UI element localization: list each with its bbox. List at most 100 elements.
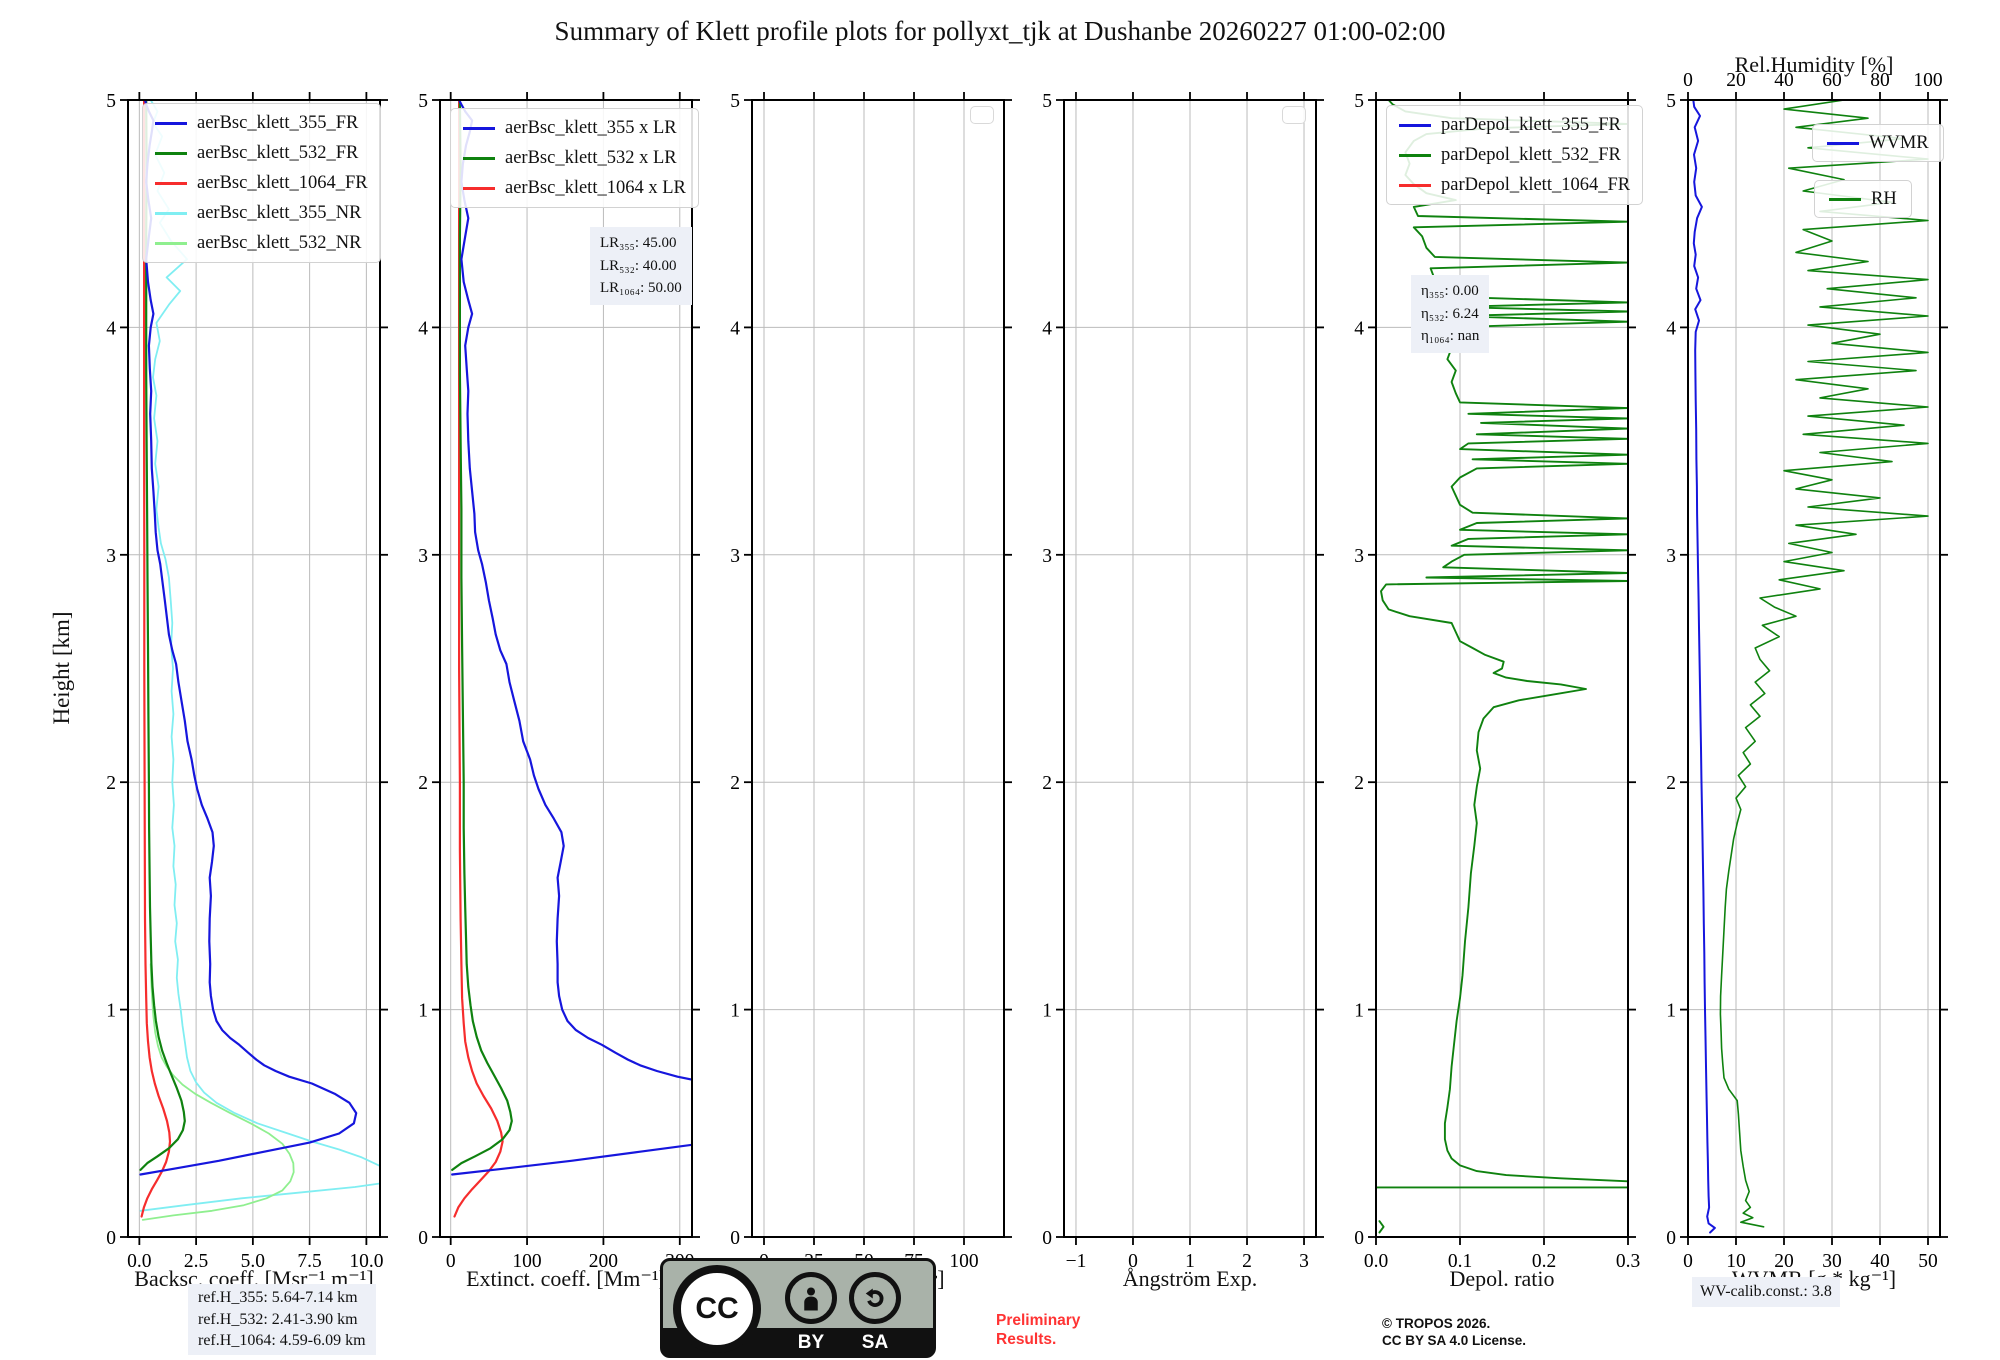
- svg-text:3: 3: [730, 546, 740, 567]
- legend-entry-label: aerBsc_klett_355_FR: [197, 112, 359, 133]
- svg-text:0: 0: [1128, 1251, 1138, 1272]
- legend-extinction: aerBsc_klett_355 x LR aerBsc_klett_532 x …: [450, 108, 699, 208]
- svg-text:200: 200: [589, 1251, 618, 1272]
- svg-text:60: 60: [1822, 70, 1842, 91]
- legend-entry-label: aerBsc_klett_532_NR: [197, 232, 362, 253]
- legend-entry-label: parDepol_klett_355_FR: [1441, 114, 1621, 135]
- info-box-line: ref.H_1064: 4.59-6.09 km: [198, 1332, 366, 1350]
- legend-entry: aerBsc_klett_355_FR: [155, 111, 368, 135]
- svg-text:5.0: 5.0: [241, 1251, 265, 1272]
- eta-values-box: η₃₅₅: 0.00 η₅₃₂: 6.24 η₁₀₆₄: nan: [1411, 275, 1490, 353]
- series-aerBsc_klett_1064_FR: [140, 100, 172, 1218]
- legend-line-swatch: [1829, 197, 1861, 201]
- figure-title: Summary of Klett profile plots for polly…: [554, 16, 1446, 46]
- attribution-person-icon: [785, 1272, 837, 1324]
- svg-text:5: 5: [730, 91, 740, 112]
- legend-line-swatch: [1827, 141, 1859, 145]
- svg-text:4: 4: [418, 318, 428, 339]
- preliminary-results-note: Preliminary Results.: [996, 1312, 1081, 1348]
- series-parDepol_klett_532_FR: [1378, 1220, 1385, 1234]
- svg-text:1: 1: [730, 1001, 740, 1022]
- info-box-line: ref.H_532: 2.41-3.90 km: [198, 1310, 358, 1328]
- legend-entry-label: aerBsc_klett_532_FR: [197, 142, 359, 163]
- legend-entry-label: aerBsc_klett_1064 x LR: [505, 177, 686, 198]
- svg-text:0: 0: [106, 1228, 116, 1249]
- svg-text:5: 5: [106, 91, 116, 112]
- series-aerBsc_klett_532_xLR: [451, 100, 513, 1172]
- legend-entry: parDepol_klett_355_FR: [1399, 113, 1630, 137]
- series-aerBsc_klett_355_NR: [139, 1182, 380, 1212]
- legend-line-swatch: [463, 156, 495, 160]
- legend-entry: RH: [1829, 187, 1897, 211]
- svg-text:1: 1: [1042, 1001, 1052, 1022]
- legend-entry-label: aerBsc_klett_1064_FR: [197, 172, 368, 193]
- series-WVMR: [1692, 100, 1716, 1234]
- series-aerBsc_klett_355_xLR: [451, 100, 692, 1176]
- svg-text:3: 3: [1354, 546, 1364, 567]
- x-axis-label-angstrom: Ångström Exp.: [1122, 1266, 1258, 1291]
- legend-line-swatch: [155, 181, 187, 185]
- info-box-line: LR₁₀₆₄: 50.00: [600, 280, 682, 296]
- plot-frame-2: [751, 99, 1005, 1238]
- plot-frame-1: [439, 99, 693, 1238]
- legend-entry-label: WVMR: [1869, 132, 1929, 153]
- svg-text:7.5: 7.5: [297, 1251, 321, 1272]
- svg-text:0: 0: [730, 1228, 740, 1249]
- top-axis-label: Rel.Humidity [%]: [1734, 52, 1894, 77]
- svg-text:4: 4: [1666, 318, 1676, 339]
- legend-wvmr: WVMR: [1812, 124, 1944, 162]
- legend-entry: aerBsc_klett_355_NR: [155, 201, 368, 225]
- svg-text:3: 3: [418, 546, 428, 567]
- legend-entry: aerBsc_klett_532_FR: [155, 141, 368, 165]
- plot-frame-4: [1375, 99, 1629, 1238]
- svg-text:100: 100: [512, 1251, 541, 1272]
- svg-text:3: 3: [1666, 546, 1676, 567]
- svg-text:30: 30: [1822, 1251, 1842, 1272]
- legend-entry-label: parDepol_klett_532_FR: [1441, 144, 1621, 165]
- svg-text:0.3: 0.3: [1616, 1251, 1640, 1272]
- svg-text:5: 5: [1354, 91, 1364, 112]
- series-parDepol_klett_532_FR: [1380, 100, 1628, 1183]
- legend-entry: aerBsc_klett_532_NR: [155, 231, 368, 255]
- svg-text:2: 2: [418, 773, 428, 794]
- svg-text:100: 100: [949, 1251, 978, 1272]
- legend-line-swatch: [155, 121, 187, 125]
- svg-text:0: 0: [418, 1228, 428, 1249]
- legend-entry: aerBsc_klett_1064 x LR: [463, 176, 686, 200]
- legend-line-swatch: [1399, 123, 1431, 127]
- svg-text:0: 0: [1683, 70, 1693, 91]
- svg-text:2: 2: [1354, 773, 1364, 794]
- info-box-line: η₁₀₆₄: nan: [1421, 328, 1480, 344]
- svg-text:2: 2: [730, 773, 740, 794]
- svg-text:1: 1: [1185, 1251, 1195, 1272]
- svg-text:1: 1: [1354, 1001, 1364, 1022]
- svg-text:5: 5: [1042, 91, 1052, 112]
- svg-text:2: 2: [1042, 773, 1052, 794]
- svg-text:40: 40: [1774, 70, 1794, 91]
- cc-license-badge: CC BY SA: [660, 1258, 936, 1358]
- svg-text:4: 4: [1042, 318, 1052, 339]
- svg-text:20: 20: [1726, 70, 1746, 91]
- svg-text:0.1: 0.1: [1448, 1251, 1472, 1272]
- svg-text:80: 80: [1870, 70, 1890, 91]
- reference-height-box: ref.H_355: 5.64-7.14 km ref.H_532: 2.41-3…: [188, 1284, 376, 1355]
- legend-depol: parDepol_klett_355_FR parDepol_klett_532_…: [1386, 105, 1644, 205]
- legend-entry-label: aerBsc_klett_355_NR: [197, 202, 362, 223]
- legend-entry: aerBsc_klett_532 x LR: [463, 146, 686, 170]
- svg-text:50: 50: [1918, 1251, 1938, 1272]
- svg-text:2.5: 2.5: [184, 1251, 208, 1272]
- x-axis-label-extinction: Extinct. coeff. [Mm⁻¹]: [466, 1266, 666, 1291]
- legend-line-swatch: [1399, 153, 1431, 157]
- legend-line-swatch: [1399, 183, 1431, 187]
- info-box-line: ref.H_355: 5.64-7.14 km: [198, 1289, 358, 1306]
- svg-text:0.0: 0.0: [1364, 1251, 1388, 1272]
- svg-text:0.2: 0.2: [1532, 1251, 1556, 1272]
- badge-by-label: BY: [797, 1332, 825, 1353]
- svg-text:0.0: 0.0: [127, 1251, 151, 1272]
- svg-text:0: 0: [1666, 1228, 1676, 1249]
- legend-line-swatch: [463, 126, 495, 130]
- copyright-license-note: © TROPOS 2026. CC BY SA 4.0 License.: [1382, 1316, 1527, 1348]
- legend-entry-label: aerBsc_klett_355 x LR: [505, 117, 677, 138]
- info-box-line: LR₅₃₂: 40.00: [600, 257, 677, 274]
